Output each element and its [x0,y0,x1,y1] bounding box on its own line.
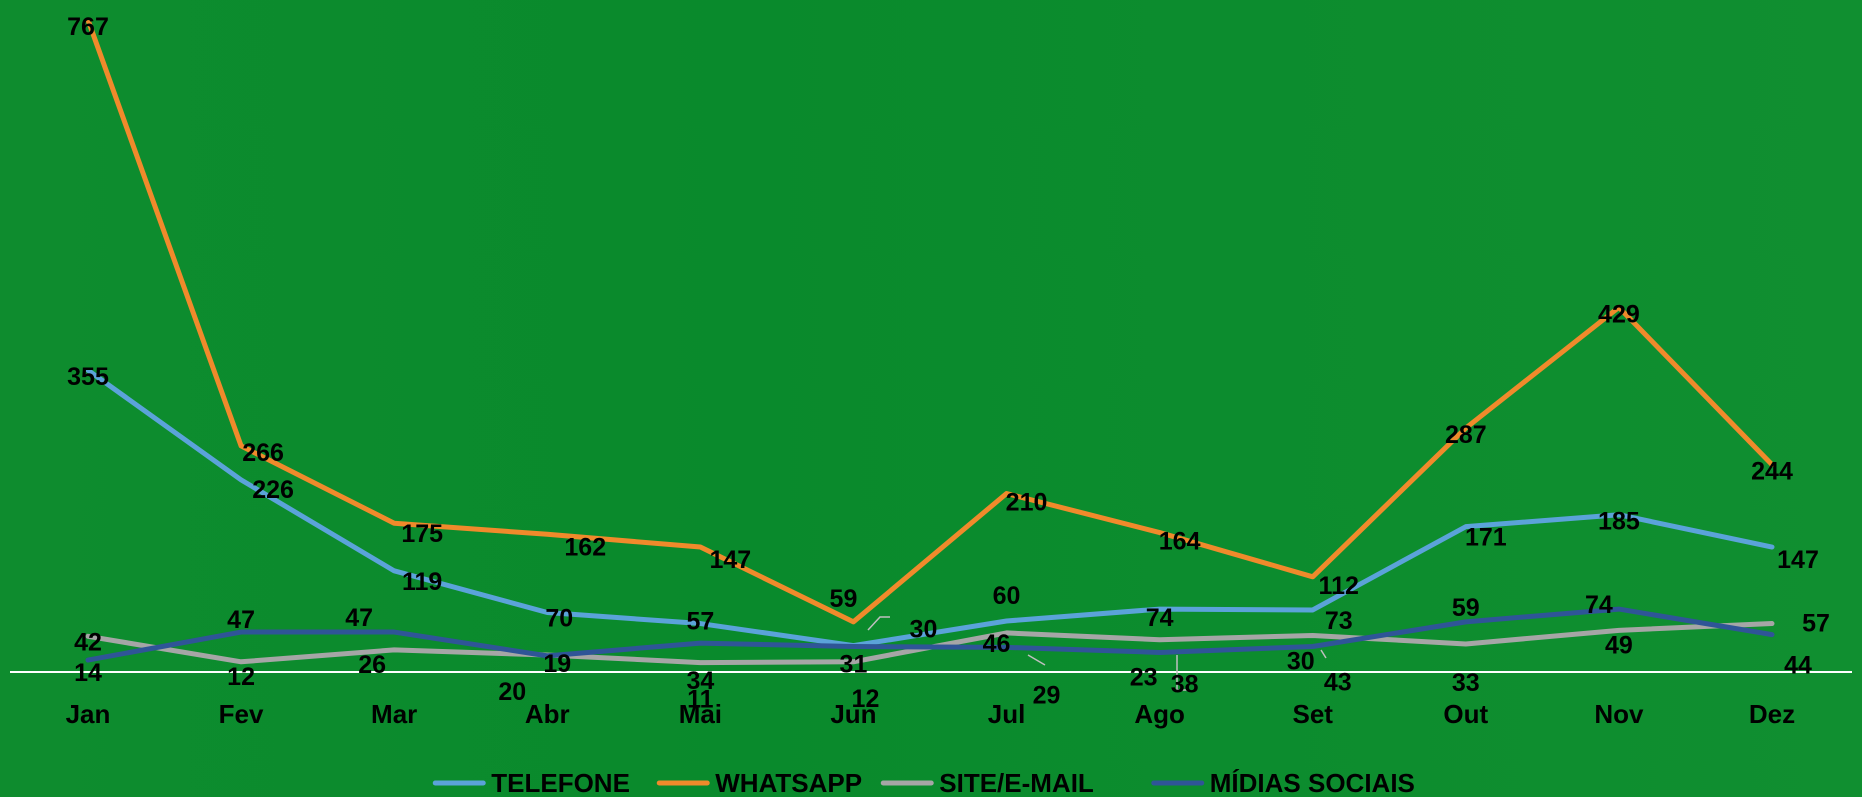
data-label: 14 [74,659,102,687]
data-label: 47 [227,606,255,634]
data-label: 210 [1006,488,1048,516]
x-tick-label: Mar [371,699,417,729]
data-labels: 355 226 119 70 57 31 60 74 73 171 185 147 767 266 175 1… [67,13,1830,714]
data-label: 74 [1585,591,1613,619]
data-label: 30 [910,615,938,643]
data-label: 12 [852,685,880,713]
data-label: 44 [1784,652,1812,680]
data-label: 185 [1598,508,1640,536]
data-label: 429 [1598,300,1640,328]
data-label: 29 [1033,681,1061,709]
series-line-1 [85,367,1775,649]
x-tick-label: Ago [1134,699,1185,729]
x-tick-label: Set [1292,699,1333,729]
leader-lines [867,616,1327,691]
data-label: 73 [1325,607,1353,635]
data-label: 43 [1324,668,1352,696]
data-label: 119 [402,568,442,596]
leader-line [1320,649,1327,659]
data-label: 147 [710,546,752,574]
data-label: 33 [1452,669,1480,697]
data-label: 47 [345,604,373,632]
legend-label: TELEFONE [491,768,630,797]
data-label: 23 [1130,663,1158,691]
leader-line [1027,654,1046,666]
data-label: 57 [1802,610,1830,638]
leader-line [1176,655,1188,691]
series-line-2 [85,17,1775,625]
data-label: 11 [687,686,714,714]
data-label: 30 [1287,647,1315,675]
data-label: 59 [830,585,858,613]
data-label: 26 [358,651,386,679]
data-label: 60 [993,582,1021,610]
data-label: 226 [252,476,294,504]
data-label: 74 [1146,604,1174,632]
data-label: 31 [840,651,868,679]
x-tick-label: Jun [830,699,876,729]
data-label: 12 [227,663,255,691]
data-label: 49 [1605,631,1633,659]
data-label: 112 [1319,572,1359,600]
data-label: 57 [686,608,714,636]
data-label: 147 [1777,546,1819,574]
legend-label: WHATSAPP [715,768,862,797]
data-label: 164 [1159,528,1201,556]
x-tick-label: Abr [525,699,570,729]
data-label: 355 [67,363,109,391]
x-tick-label: Out [1443,699,1488,729]
x-tick-label: Fev [219,699,264,729]
data-label: 175 [401,520,443,548]
legend-label: MÍDIAS SOCIAIS [1210,768,1415,797]
data-label: 171 [1465,524,1507,552]
legend: TELEFONE WHATSAPP SITE/E-MAIL MÍDIAS SOCIAI… [432,768,1415,797]
x-tick-label: Jul [988,699,1026,729]
data-label: 34 [686,667,714,695]
data-label: 20 [498,678,526,706]
leader-line [867,616,890,631]
x-tick-label: Mai [679,699,722,729]
data-label: 42 [74,628,102,656]
series-lines [85,17,1775,666]
x-tick-label: Nov [1594,699,1644,729]
x-tick-label: Dez [1749,699,1795,729]
data-label: 266 [242,439,284,467]
data-label: 46 [983,630,1011,658]
data-label: 70 [545,604,573,632]
data-label: 19 [543,650,571,678]
data-label: 767 [67,13,109,41]
data-label: 162 [564,533,606,561]
series-line-4 [85,606,1775,663]
data-label: 38 [1171,671,1199,699]
data-label: 287 [1445,421,1487,449]
x-tick-label: Jan [66,699,111,729]
data-label: 59 [1452,594,1480,622]
legend-label: SITE/E-MAIL [939,768,1094,797]
x-axis-ticks: Jan Fev Mar Abr Mai Jun Jul Ago Set Out Nov Dez [66,699,1796,729]
data-label: 244 [1751,458,1793,486]
